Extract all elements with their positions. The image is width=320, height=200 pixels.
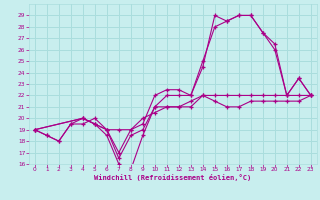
X-axis label: Windchill (Refroidissement éolien,°C): Windchill (Refroidissement éolien,°C) xyxy=(94,174,252,181)
